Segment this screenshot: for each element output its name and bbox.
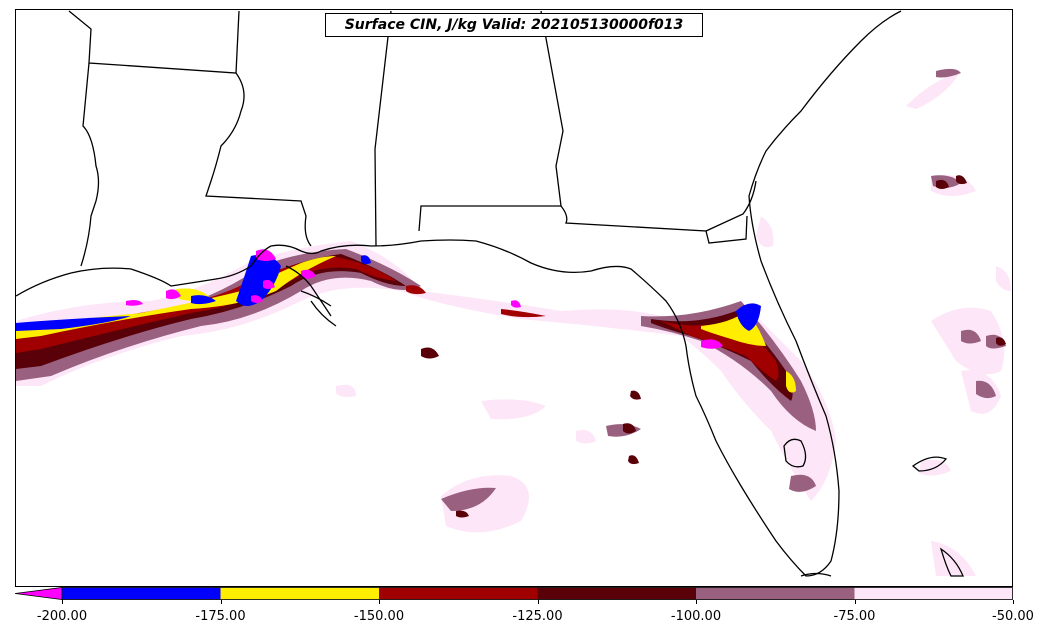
- colorbar-tick-label: -200.00: [36, 609, 88, 624]
- map-title: Surface CIN, J/kg Valid: 202105130000f01…: [325, 13, 703, 37]
- colorbar-outline: [61, 587, 1013, 600]
- colorbar-tick-label: -175.00: [195, 609, 246, 624]
- colorbar-tick: [696, 600, 697, 604]
- colorbar-extend-triangle: [15, 587, 63, 600]
- colorbar-tick: [537, 600, 539, 604]
- cin-band-magenta: [126, 249, 723, 349]
- colorbar-tick: [854, 600, 856, 604]
- coastline-borders: [16, 10, 964, 577]
- cin-band-blue: [16, 254, 761, 331]
- colorbar-tick-label: -125.00: [512, 609, 563, 624]
- colorbar-tick-label: -75.00: [833, 609, 876, 624]
- colorbar-segment: [379, 587, 538, 600]
- cin-band-dark-maroon: [16, 175, 1006, 518]
- colorbar-tick: [379, 600, 380, 604]
- colorbar-segment: [220, 587, 379, 600]
- colorbar-tick-label: -150.00: [353, 609, 405, 624]
- colorbar-segment: [62, 587, 221, 600]
- colorbar-segment: [696, 587, 855, 600]
- colorbar-tick: [62, 600, 63, 604]
- map-panel: [15, 9, 1013, 587]
- colorbar-segment: [854, 587, 1013, 600]
- colorbar-tick-label: -100.00: [670, 609, 722, 624]
- cin-map: [16, 10, 1011, 577]
- colorbar-segment: [537, 587, 696, 600]
- colorbar-tick-label: -50.00: [992, 609, 1034, 624]
- colorbar: [15, 587, 1013, 600]
- colorbar-tick: [220, 600, 222, 604]
- cin-band-mauve: [16, 68, 1006, 511]
- colorbar-tick: [1013, 600, 1014, 604]
